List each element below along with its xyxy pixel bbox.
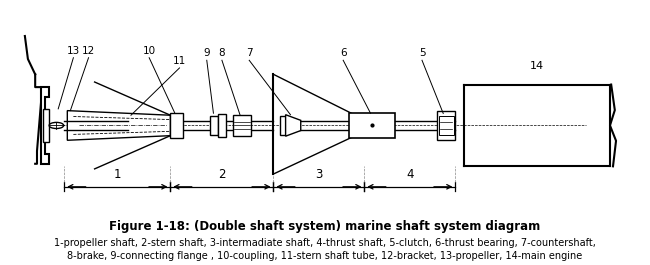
Text: 13: 13	[67, 46, 80, 56]
Bar	[349, 113, 395, 138]
Text: 1: 1	[114, 168, 121, 181]
Bar	[43, 109, 49, 142]
Polygon shape	[41, 87, 49, 164]
Circle shape	[49, 122, 64, 129]
Text: 5: 5	[419, 48, 425, 59]
Bar	[233, 115, 251, 136]
Text: 2: 2	[218, 168, 226, 181]
Text: 10: 10	[142, 46, 156, 56]
Text: 14: 14	[530, 61, 544, 71]
Text: 4: 4	[406, 168, 413, 181]
Text: 8: 8	[218, 48, 226, 59]
Bar	[437, 111, 456, 139]
Bar	[280, 116, 285, 135]
Text: 3: 3	[315, 168, 322, 181]
Bar	[439, 116, 454, 135]
Bar	[170, 113, 183, 138]
Bar	[218, 114, 226, 137]
Bar	[210, 116, 218, 135]
Text: 6: 6	[340, 48, 346, 59]
Polygon shape	[285, 115, 301, 136]
Text: 1-propeller shaft, 2-stern shaft, 3-intermadiate shaft, 4-thrust shaft, 5-clutch: 1-propeller shaft, 2-stern shaft, 3-inte…	[54, 238, 596, 248]
Text: 9: 9	[203, 48, 210, 59]
Text: 11: 11	[173, 56, 186, 66]
Text: 7: 7	[246, 48, 252, 59]
Text: 8-brake, 9-connecting flange , 10-coupling, 11-stern shaft tube, 12-bracket, 13-: 8-brake, 9-connecting flange , 10-coupli…	[68, 251, 582, 261]
Text: Figure 1-18: (Double shaft system) marine shaft system diagram: Figure 1-18: (Double shaft system) marin…	[109, 220, 541, 233]
Text: 12: 12	[82, 46, 95, 56]
Polygon shape	[68, 111, 170, 140]
